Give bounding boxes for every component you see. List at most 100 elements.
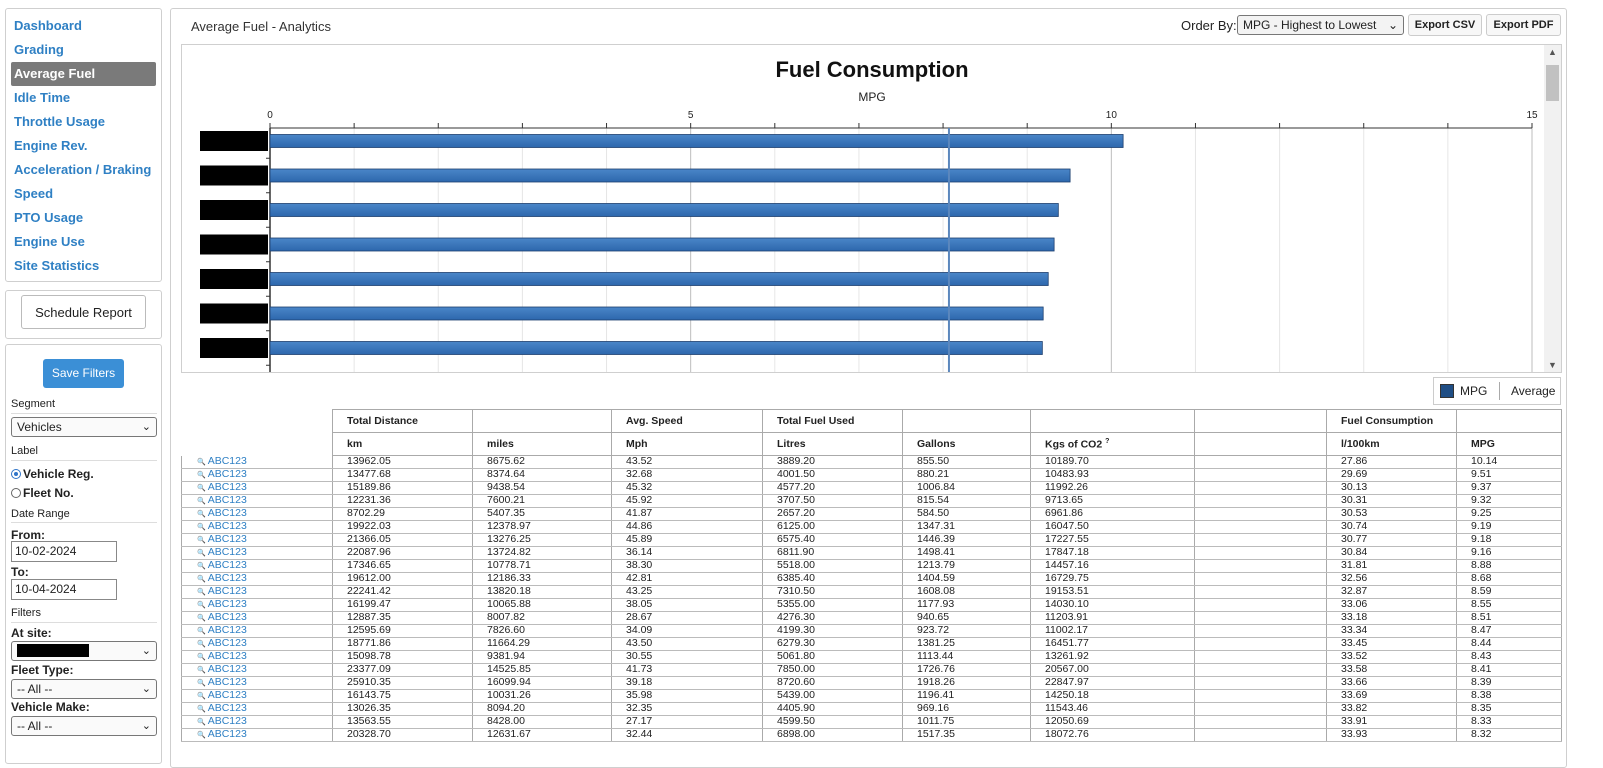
vehicle-link[interactable]: 🔍 ABC123	[181, 454, 333, 469]
from-date-input[interactable]: 10-02-2024	[11, 541, 117, 562]
sidebar-item-speed[interactable]: Speed	[14, 186, 54, 201]
scroll-thumb[interactable]	[1546, 65, 1559, 101]
vehicle-reg[interactable]: ABC123	[207, 675, 247, 688]
sidebar-item-engine-rev[interactable]: Engine Rev.	[14, 138, 88, 153]
vehicle-link[interactable]: 🔍 ABC123	[181, 662, 333, 677]
to-date-input[interactable]: 10-04-2024	[11, 579, 117, 600]
sidebar-item-engine-use[interactable]: Engine Use	[14, 234, 85, 249]
order-by-select[interactable]: MPG - Highest to Lowest ⌄	[1237, 15, 1404, 35]
vehicle-reg[interactable]: ABC123	[207, 610, 247, 623]
vehicle-link[interactable]: 🔍 ABC123	[181, 467, 333, 482]
magnifier-icon[interactable]: 🔍	[197, 523, 206, 531]
schedule-report-button[interactable]: Schedule Report	[21, 295, 146, 329]
vehicle-link[interactable]: 🔍 ABC123	[181, 688, 333, 703]
sidebar-item-acceleration-braking[interactable]: Acceleration / Braking	[14, 162, 152, 177]
export-csv-button[interactable]: Export CSV	[1408, 14, 1482, 36]
vehicle-link[interactable]: 🔍 ABC123	[181, 506, 333, 521]
magnifier-icon[interactable]: 🔍	[197, 458, 206, 466]
magnifier-icon[interactable]: 🔍	[197, 653, 206, 661]
vehicle-link[interactable]: 🔍 ABC123	[181, 480, 333, 495]
magnifier-icon[interactable]: 🔍	[197, 549, 206, 557]
vehicle-link[interactable]: 🔍 ABC123	[181, 584, 333, 599]
vehicle-reg[interactable]: ABC123	[207, 701, 247, 714]
magnifier-icon[interactable]: 🔍	[197, 575, 206, 583]
table-cell	[1194, 533, 1327, 547]
table-cell: 10065.88	[472, 598, 612, 612]
magnifier-icon[interactable]: 🔍	[197, 471, 206, 479]
vehicle-reg[interactable]: ABC123	[207, 636, 247, 649]
vehicle-link[interactable]: 🔍 ABC123	[181, 545, 333, 560]
vehicle-link[interactable]: 🔍 ABC123	[181, 623, 333, 638]
magnifier-icon[interactable]: 🔍	[197, 679, 206, 687]
magnifier-icon[interactable]: 🔍	[197, 601, 206, 609]
fleet-type-select[interactable]: -- All -- ⌄	[11, 679, 157, 699]
vehicle-reg[interactable]: ABC123	[207, 506, 247, 519]
vehicle-link[interactable]: 🔍 ABC123	[181, 493, 333, 508]
vehicle-reg[interactable]: ABC123	[207, 519, 247, 532]
magnifier-icon[interactable]: 🔍	[197, 640, 206, 648]
sidebar-item-site-statistics[interactable]: Site Statistics	[14, 258, 100, 273]
vehicle-link[interactable]: 🔍 ABC123	[181, 610, 333, 625]
vehicle-make-select[interactable]: -- All -- ⌄	[11, 716, 157, 736]
vehicle-reg[interactable]: ABC123	[207, 597, 247, 610]
sidebar-item-idle-time[interactable]: Idle Time	[14, 90, 71, 105]
vehicle-reg[interactable]: ABC123	[207, 662, 247, 675]
vehicle-reg[interactable]: ABC123	[207, 558, 247, 571]
vehicle-link[interactable]: 🔍 ABC123	[181, 571, 333, 586]
vehicle-reg[interactable]: ABC123	[207, 714, 247, 727]
help-icon[interactable]: ?	[1105, 437, 1110, 445]
vehicle-reg[interactable]: ABC123	[207, 584, 247, 597]
sidebar-item-average-fuel[interactable]: Average Fuel	[11, 62, 156, 86]
vehicle-link[interactable]: 🔍 ABC123	[181, 519, 333, 534]
magnifier-icon[interactable]: 🔍	[197, 588, 206, 596]
sidebar-item-dashboard[interactable]: Dashboard	[14, 18, 82, 33]
sidebar-item-throttle-usage[interactable]: Throttle Usage	[14, 114, 106, 129]
sidebar-item-pto-usage[interactable]: PTO Usage	[14, 210, 84, 225]
vehicle-reg[interactable]: ABC123	[207, 467, 247, 480]
vehicle-link[interactable]: 🔍 ABC123	[181, 727, 333, 742]
site-select[interactable]: ⌄	[11, 641, 157, 661]
vehicle-link[interactable]: 🔍 ABC123	[181, 597, 333, 612]
vehicle-make-value: -- All --	[17, 719, 53, 733]
save-filters-button[interactable]: Save Filters	[43, 359, 124, 388]
vehicle-reg[interactable]: ABC123	[207, 623, 247, 636]
scroll-down-icon[interactable]: ▼	[1548, 360, 1557, 370]
magnifier-icon[interactable]: 🔍	[197, 705, 206, 713]
table-cell: 15098.78	[332, 650, 473, 664]
vehicle-link[interactable]: 🔍 ABC123	[181, 636, 333, 651]
magnifier-icon[interactable]: 🔍	[197, 718, 206, 726]
table-cell: 13276.25	[472, 533, 612, 547]
vehicle-reg[interactable]: ABC123	[207, 688, 247, 701]
vehicle-reg[interactable]: ABC123	[207, 532, 247, 545]
vehicle-link[interactable]: 🔍 ABC123	[181, 558, 333, 573]
vehicle-reg[interactable]: ABC123	[207, 545, 247, 558]
magnifier-icon[interactable]: 🔍	[197, 666, 206, 674]
vehicle-reg[interactable]: ABC123	[207, 649, 247, 662]
radio-fleet-no[interactable]: Fleet No.	[11, 486, 74, 500]
magnifier-icon[interactable]: 🔍	[197, 692, 206, 700]
vehicle-reg[interactable]: ABC123	[207, 454, 247, 467]
magnifier-icon[interactable]: 🔍	[197, 627, 206, 635]
magnifier-icon[interactable]: 🔍	[197, 497, 206, 505]
magnifier-icon[interactable]: 🔍	[197, 510, 206, 518]
vehicle-link[interactable]: 🔍 ABC123	[181, 714, 333, 729]
magnifier-icon[interactable]: 🔍	[197, 731, 206, 739]
chart-scrollbar[interactable]: ▲ ▼	[1544, 45, 1561, 372]
magnifier-icon[interactable]: 🔍	[197, 484, 206, 492]
magnifier-icon[interactable]: 🔍	[197, 614, 206, 622]
vehicle-reg[interactable]: ABC123	[207, 480, 247, 493]
radio-vehicle-reg[interactable]: Vehicle Reg.	[11, 467, 94, 481]
magnifier-icon[interactable]: 🔍	[197, 562, 206, 570]
vehicle-link[interactable]: 🔍 ABC123	[181, 649, 333, 664]
vehicle-reg[interactable]: ABC123	[207, 727, 247, 740]
vehicle-link[interactable]: 🔍 ABC123	[181, 532, 333, 547]
sidebar-item-grading[interactable]: Grading	[14, 42, 64, 57]
vehicle-link[interactable]: 🔍 ABC123	[181, 701, 333, 716]
magnifier-icon[interactable]: 🔍	[197, 536, 206, 544]
vehicle-reg[interactable]: ABC123	[207, 493, 247, 506]
export-pdf-button[interactable]: Export PDF	[1486, 14, 1561, 36]
scroll-up-icon[interactable]: ▲	[1548, 47, 1557, 57]
vehicle-reg[interactable]: ABC123	[207, 571, 247, 584]
segment-select[interactable]: Vehicles ⌄	[11, 417, 157, 437]
vehicle-link[interactable]: 🔍 ABC123	[181, 675, 333, 690]
